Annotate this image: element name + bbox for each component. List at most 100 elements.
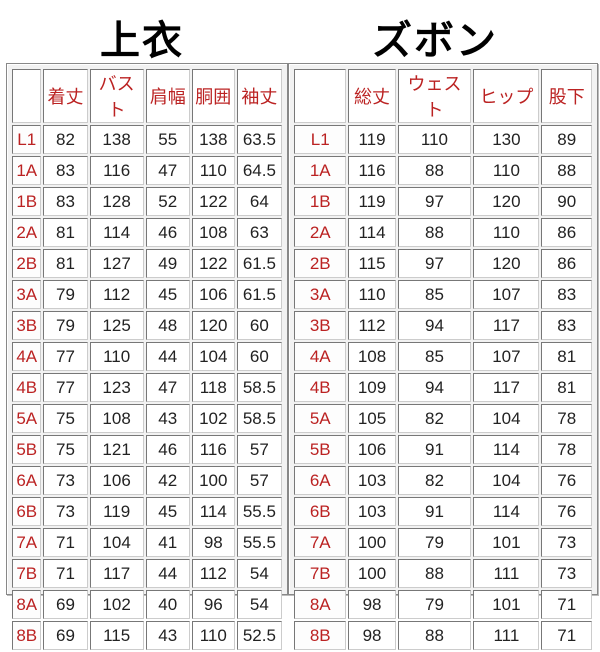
size-label: 7A [294, 528, 347, 557]
table-cell: 78 [541, 404, 592, 433]
size-label: L1 [12, 125, 42, 154]
column-header: 総丈 [348, 69, 396, 123]
table-cell: 116 [89, 156, 144, 185]
column-header [12, 69, 42, 123]
table-row: 4A 77 110 44 104 60 [12, 342, 282, 371]
table-cell: 88 [397, 156, 472, 185]
size-label: 5B [294, 435, 347, 464]
size-label: 6B [294, 497, 347, 526]
size-label: 5A [12, 404, 42, 433]
table-cell: 64.5 [236, 156, 282, 185]
table-cell: 117 [89, 559, 144, 588]
table-cell: 77 [43, 342, 88, 371]
size-label: 3B [294, 311, 347, 340]
column-header: 着丈 [43, 69, 88, 123]
table-cell: 55 [145, 125, 190, 154]
table-cell: 81 [43, 218, 88, 247]
table-row: 7B 100 88 111 73 [294, 559, 592, 588]
table-cell: 119 [348, 125, 396, 154]
table-cell: 106 [89, 466, 144, 495]
table-cell: 106 [348, 435, 396, 464]
column-header: 股下 [541, 69, 592, 123]
table-cell: 86 [541, 218, 592, 247]
table-cell: 117 [473, 373, 540, 402]
table-cell: 103 [348, 497, 396, 526]
table-cell: 41 [145, 528, 190, 557]
table-cell: 120 [191, 311, 235, 340]
table-cell: 114 [89, 218, 144, 247]
size-label: 1A [294, 156, 347, 185]
table-cell: 115 [89, 621, 144, 650]
table-cell: 98 [191, 528, 235, 557]
tops-size-table: 着丈 バスト 肩幅 胴囲 袖丈 L1 82 138 55 138 63.5 1A 83 116 47 110 6… [10, 67, 284, 652]
size-label: L1 [294, 125, 347, 154]
table-cell: 111 [473, 621, 540, 650]
size-label: 8B [12, 621, 42, 650]
table-row: 6B 103 91 114 76 [294, 497, 592, 526]
tops-size-table-panel: 着丈 バスト 肩幅 胴囲 袖丈 L1 82 138 55 138 63.5 1A 83 116 47 110 6… [6, 63, 288, 650]
table-cell: 110 [397, 125, 472, 154]
table-row: 5B 106 91 114 78 [294, 435, 592, 464]
table-cell: 112 [89, 280, 144, 309]
table-cell: 78 [541, 435, 592, 464]
table-row: 7A 100 79 101 73 [294, 528, 592, 557]
size-label: 7B [12, 559, 42, 588]
table-cell: 138 [191, 125, 235, 154]
table-cell: 44 [145, 342, 190, 371]
table-cell: 76 [541, 497, 592, 526]
table-cell: 85 [397, 342, 472, 371]
table-cell: 130 [473, 125, 540, 154]
table-cell: 54 [236, 590, 282, 619]
table-cell: 83 [541, 311, 592, 340]
size-label: 3B [12, 311, 42, 340]
table-cell: 102 [89, 590, 144, 619]
table-cell: 110 [348, 280, 396, 309]
table-cell: 57 [236, 435, 282, 464]
table-cell: 110 [191, 156, 235, 185]
table-cell: 86 [541, 249, 592, 278]
table-cell: 47 [145, 156, 190, 185]
table-cell: 73 [541, 528, 592, 557]
table-cell: 79 [43, 280, 88, 309]
table-cell: 71 [541, 590, 592, 619]
table-cell: 64 [236, 187, 282, 216]
table-row: 1B 83 128 52 122 64 [12, 187, 282, 216]
table-row: 1A 116 88 110 88 [294, 156, 592, 185]
table-cell: 52.5 [236, 621, 282, 650]
table-row: 2B 115 97 120 86 [294, 249, 592, 278]
table-row: 8B 69 115 43 110 52.5 [12, 621, 282, 650]
table-cell: 118 [191, 373, 235, 402]
table-cell: 91 [397, 435, 472, 464]
table-cell: 61.5 [236, 249, 282, 278]
table-cell: 112 [348, 311, 396, 340]
table-cell: 79 [397, 590, 472, 619]
table-row: 3B 79 125 48 120 60 [12, 311, 282, 340]
table-cell: 115 [348, 249, 396, 278]
table-cell: 114 [348, 218, 396, 247]
column-header: 肩幅 [145, 69, 190, 123]
table-cell: 123 [89, 373, 144, 402]
table-row: 3B 112 94 117 83 [294, 311, 592, 340]
table-cell: 73 [541, 559, 592, 588]
size-label: 2A [294, 218, 347, 247]
table-cell: 94 [397, 373, 472, 402]
table-row: 3A 110 85 107 83 [294, 280, 592, 309]
table-cell: 114 [191, 497, 235, 526]
table-row: 4B 77 123 47 118 58.5 [12, 373, 282, 402]
table-row: 4A 108 85 107 81 [294, 342, 592, 371]
table-cell: 73 [43, 497, 88, 526]
table-cell: 97 [397, 249, 472, 278]
table-cell: 120 [473, 249, 540, 278]
table-cell: 107 [473, 280, 540, 309]
column-header: バスト [89, 69, 144, 123]
size-label: 7B [294, 559, 347, 588]
table-cell: 110 [473, 156, 540, 185]
table-cell: 82 [397, 466, 472, 495]
table-cell: 54 [236, 559, 282, 588]
table-cell: 45 [145, 497, 190, 526]
table-row: L1 82 138 55 138 63.5 [12, 125, 282, 154]
table-cell: 106 [191, 280, 235, 309]
table-row: 8A 98 79 101 71 [294, 590, 592, 619]
table-cell: 81 [43, 249, 88, 278]
table-cell: 43 [145, 621, 190, 650]
